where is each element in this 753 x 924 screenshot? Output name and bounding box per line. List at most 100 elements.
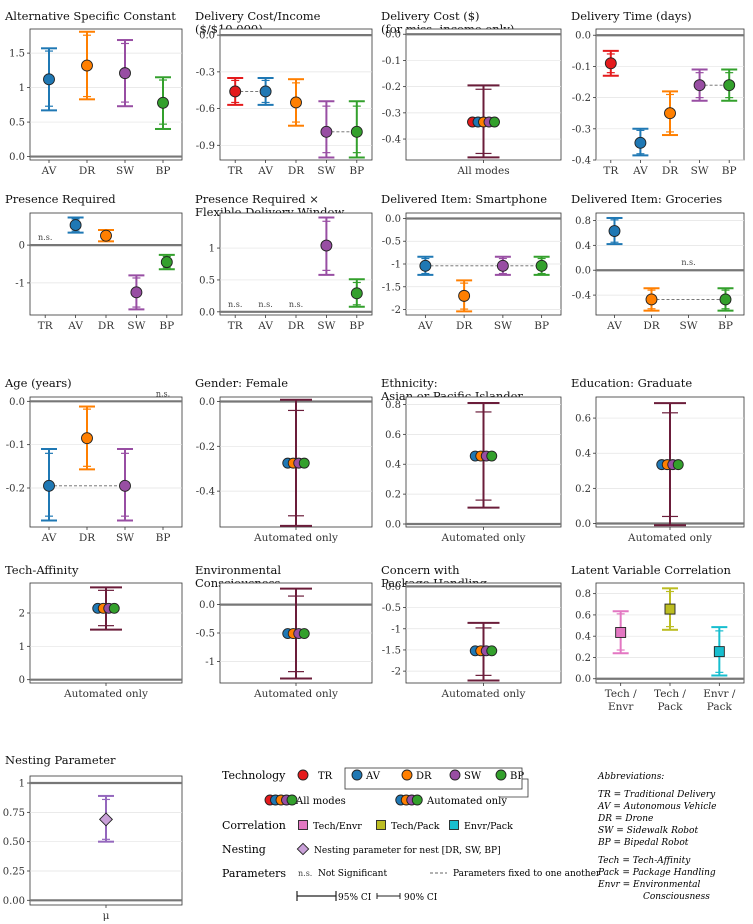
y-tick-label: 1 (19, 779, 25, 790)
y-tick-label: -0.2 (382, 82, 401, 93)
y-tick-label: -1 (205, 657, 215, 668)
y-tick-label: -0.6 (196, 104, 215, 115)
chart-panel: Nesting Parameter 0.00 0.25 0.50 0.75 1 μ (3, 753, 183, 922)
y-tick-label: 0.4 (575, 241, 591, 252)
panel-title: Nesting Parameter (5, 753, 116, 767)
x-tick-label: DR (98, 320, 115, 332)
legend-tech-marker (401, 769, 413, 781)
legend-all-modes-text: All modes (295, 796, 346, 807)
legend-ns-symbol: n.s. (298, 869, 312, 878)
plot-frame (29, 28, 183, 161)
y-tick-label: 0.75 (3, 808, 25, 819)
estimate-point (259, 85, 272, 98)
legend-technology-label: Technology (222, 769, 286, 782)
estimate-point (496, 259, 509, 272)
y-tick-label: 0.4 (575, 632, 591, 643)
panel-title: Presence Required (5, 192, 116, 206)
estimate-point (489, 116, 500, 128)
abbrev-line: Pack = Package Handling (597, 868, 716, 878)
x-tick-label: SW (317, 165, 335, 177)
y-tick-label: -0.9 (196, 141, 215, 152)
x-tick-label: TR (603, 165, 619, 177)
not-significant-label: n.s. (38, 233, 52, 242)
x-tick-label: BP (349, 320, 364, 332)
y-tick-label: -2 (391, 667, 401, 678)
x-tick-label: TR (38, 320, 54, 332)
x-tick-label: BP (156, 532, 171, 544)
not-significant-label: n.s. (681, 258, 695, 267)
estimate-point (98, 812, 114, 827)
y-tick-label: -1.5 (382, 282, 401, 293)
y-tick-label: 0.0 (385, 30, 401, 41)
estimate-point (320, 239, 333, 252)
estimate-point (693, 79, 706, 92)
estimate-point (719, 293, 732, 306)
chart-panel: Delivery Cost ($)(for miss. income only)… (381, 9, 562, 177)
x-tick-label: Tech / (654, 688, 686, 700)
x-tick-label: AV (417, 320, 433, 332)
estimate-point (350, 125, 363, 138)
y-tick-label: -0.1 (382, 56, 401, 67)
plot-frame (29, 396, 183, 528)
not-significant-label: n.s. (228, 300, 242, 309)
y-tick-label: 0 (19, 675, 25, 686)
y-tick-label: -0.5 (382, 237, 401, 248)
y-tick-label: 0.0 (9, 152, 25, 163)
panel-title: Presence Required × (195, 192, 319, 206)
estimate-point (160, 256, 173, 269)
y-tick-label: 0.4 (385, 460, 401, 471)
estimate-point (634, 136, 647, 149)
plot-frame (595, 212, 745, 316)
x-tick-label: SW (127, 320, 145, 332)
y-tick-label: 0.8 (385, 400, 401, 411)
y-tick-label: 0.0 (385, 520, 401, 531)
not-significant-label: n.s. (156, 389, 170, 398)
estimate-point (69, 219, 82, 232)
chart-panel: Presence Required ×Flexible Delivery Win… (195, 192, 373, 332)
panel-title: Alternative Specific Constant (4, 9, 176, 23)
chart-panel: Gender: Female 0.0 -0.2 -0.4 Automated only (195, 376, 373, 544)
chart-panel: Delivery Cost/Income($/$10,000)0.0-0.3-0… (195, 9, 373, 177)
estimate-point (298, 628, 310, 640)
y-tick-label: -0.2 (6, 484, 25, 495)
legend-tech-marker (449, 769, 461, 781)
x-tick-label: TR (228, 165, 244, 177)
estimate-point (286, 794, 298, 806)
estimate-point (350, 287, 363, 300)
y-tick-label: 0.6 (575, 610, 591, 621)
y-tick-label: -1 (391, 260, 401, 271)
x-tick-label: DR (288, 165, 305, 177)
y-tick-label: 1 (19, 642, 25, 653)
y-tick-label: 0.25 (3, 866, 25, 877)
estimate-point (108, 602, 120, 614)
panel-title: Concern with (381, 563, 460, 577)
plot-frame (29, 212, 183, 316)
x-tick-label: Automated only (253, 688, 338, 700)
estimate-point (411, 794, 423, 806)
x-tick-label: Automated only (441, 532, 526, 544)
x-tick-label: BP (156, 165, 171, 177)
legend-bracket (500, 778, 529, 798)
estimate-point (713, 646, 725, 658)
y-tick-label: 0.5 (199, 275, 215, 286)
x-tick-label: SW (116, 532, 134, 544)
estimate-point (290, 96, 302, 109)
legend-automated-box (344, 767, 523, 790)
legend-corr-label: Envr/Pack (464, 821, 513, 832)
legend-tech-marker (495, 769, 507, 781)
panel-title: Delivery Cost/Income (195, 9, 321, 23)
legend-ci95-symbol (296, 891, 337, 901)
x-tick-label: AV (41, 165, 57, 177)
y-tick-label: -1 (15, 278, 25, 289)
y-tick-label: 0.50 (3, 837, 25, 848)
legend-corr-marker (298, 820, 308, 830)
x-tick-label: BP (718, 320, 733, 332)
x-tick-label: AV (606, 320, 622, 332)
x-tick-label: μ (103, 910, 110, 922)
y-tick-label: -1 (391, 624, 401, 635)
panel-title: Delivered Item: Smartphone (381, 192, 547, 206)
y-tick-label: -0.3 (572, 124, 591, 135)
abbrev-line: BP = Bipedal Robot (597, 838, 689, 848)
estimate-point (672, 459, 684, 471)
x-tick-label: DR (662, 165, 679, 177)
